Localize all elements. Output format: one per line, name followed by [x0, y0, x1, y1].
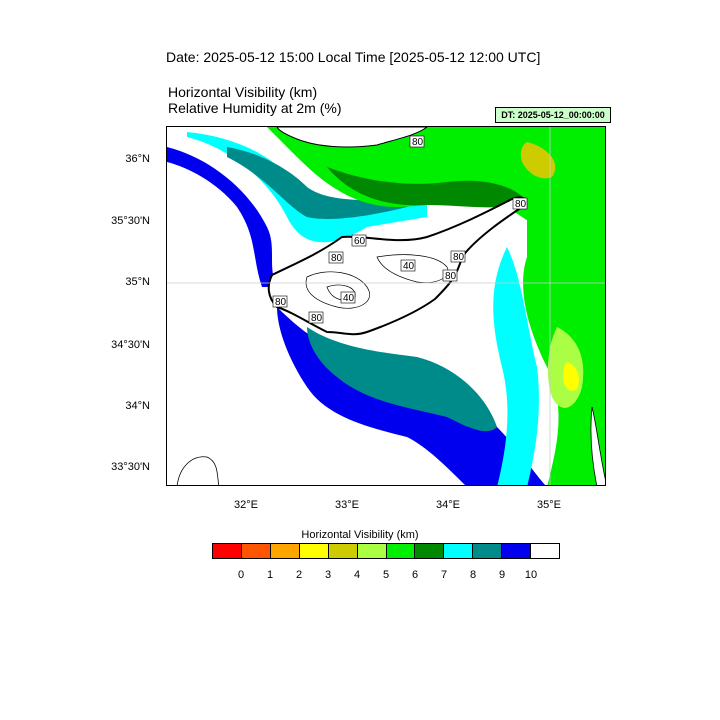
contour-label: 80: [512, 197, 528, 210]
colorbar-swatch: [270, 544, 300, 558]
lon-label: 33°E: [335, 499, 359, 511]
colorbar-tick-label: 3: [324, 569, 332, 581]
map-panel: 80 80 80 80 80 40 80 40 80 60: [166, 126, 606, 486]
colorbar-swatch: [473, 544, 503, 558]
contour-label: 40: [340, 291, 356, 304]
svg-text:80: 80: [412, 137, 424, 148]
contour-labels: 80 80 80 80 80 40 80 40 80 60: [272, 135, 528, 324]
colorbar-tick-label: 7: [440, 569, 448, 581]
map-svg: 80 80 80 80 80 40 80 40 80 60: [167, 127, 605, 485]
svg-text:80: 80: [445, 271, 457, 282]
shade-yellow-east: [562, 362, 579, 391]
lat-label: 35°30'N: [111, 215, 150, 227]
contour-label: 80: [450, 250, 466, 263]
dt-badge: DT: 2025-05-12_00:00:00: [495, 107, 611, 123]
svg-text:80: 80: [453, 252, 465, 263]
colorbar-tick-label: 10: [524, 569, 538, 581]
colorbar-swatch: [241, 544, 271, 558]
contour-label: 80: [272, 295, 288, 308]
colorbar-tick-label: 6: [411, 569, 419, 581]
shade-blue-north: [167, 147, 277, 287]
colorbar-tick-label: 0: [237, 569, 245, 581]
contour-1: [305, 271, 370, 309]
contour-label: 80: [308, 311, 324, 324]
colorbar-swatch: [444, 544, 474, 558]
svg-text:60: 60: [354, 236, 366, 247]
colorbar-tick-label: 4: [353, 569, 361, 581]
colorbar-tick-label: 2: [295, 569, 303, 581]
colorbar-swatch: [328, 544, 358, 558]
land-east: [590, 406, 605, 485]
lon-label: 35°E: [537, 499, 561, 511]
lat-label: 34°30'N: [111, 339, 150, 351]
svg-text:40: 40: [343, 293, 355, 304]
colorbar-swatch: [531, 544, 560, 558]
colorbar-tick-label: 1: [266, 569, 274, 581]
title-visibility: Horizontal Visibility (km): [168, 84, 318, 100]
date-title: Date: 2025-05-12 15:00 Local Time [2025-…: [166, 49, 541, 65]
colorbar: [212, 543, 560, 559]
shade-cyan-east: [493, 247, 539, 485]
shade-olive-east: [520, 142, 556, 179]
lat-label: 33°30'N: [111, 461, 150, 473]
title-humidity: Relative Humidity at 2m (%): [168, 100, 342, 116]
shade-darkgreen-north: [327, 167, 527, 208]
svg-text:80: 80: [515, 199, 527, 210]
colorbar-swatch: [299, 544, 329, 558]
contour-label: 80: [409, 135, 425, 148]
svg-text:80: 80: [275, 297, 287, 308]
colorbar-tick-label: 9: [498, 569, 506, 581]
land-north: [276, 127, 428, 148]
colorbar-swatch: [386, 544, 416, 558]
lat-label: 34°N: [125, 400, 150, 412]
land-cyprus: [267, 196, 528, 336]
contour-label: 60: [351, 234, 367, 247]
svg-text:40: 40: [403, 261, 415, 272]
colorbar-swatch: [502, 544, 532, 558]
colorbar-title: Horizontal Visibility (km): [301, 529, 419, 541]
colorbar-swatch: [357, 544, 387, 558]
contour-label: 80: [328, 251, 344, 264]
contour-label: 80: [442, 269, 458, 282]
lat-label: 35°N: [125, 276, 150, 288]
lon-label: 32°E: [234, 499, 258, 511]
contour-label: 40: [400, 259, 416, 272]
colorbar-tick-label: 8: [469, 569, 477, 581]
svg-text:80: 80: [311, 313, 323, 324]
svg-text:80: 80: [331, 253, 343, 264]
colorbar-swatch: [415, 544, 445, 558]
colorbar-swatch: [213, 544, 242, 558]
lat-label: 36°N: [125, 153, 150, 165]
land-sw: [176, 456, 220, 485]
lon-label: 34°E: [436, 499, 460, 511]
shade-teal-south: [307, 327, 497, 432]
colorbar-tick-label: 5: [382, 569, 390, 581]
